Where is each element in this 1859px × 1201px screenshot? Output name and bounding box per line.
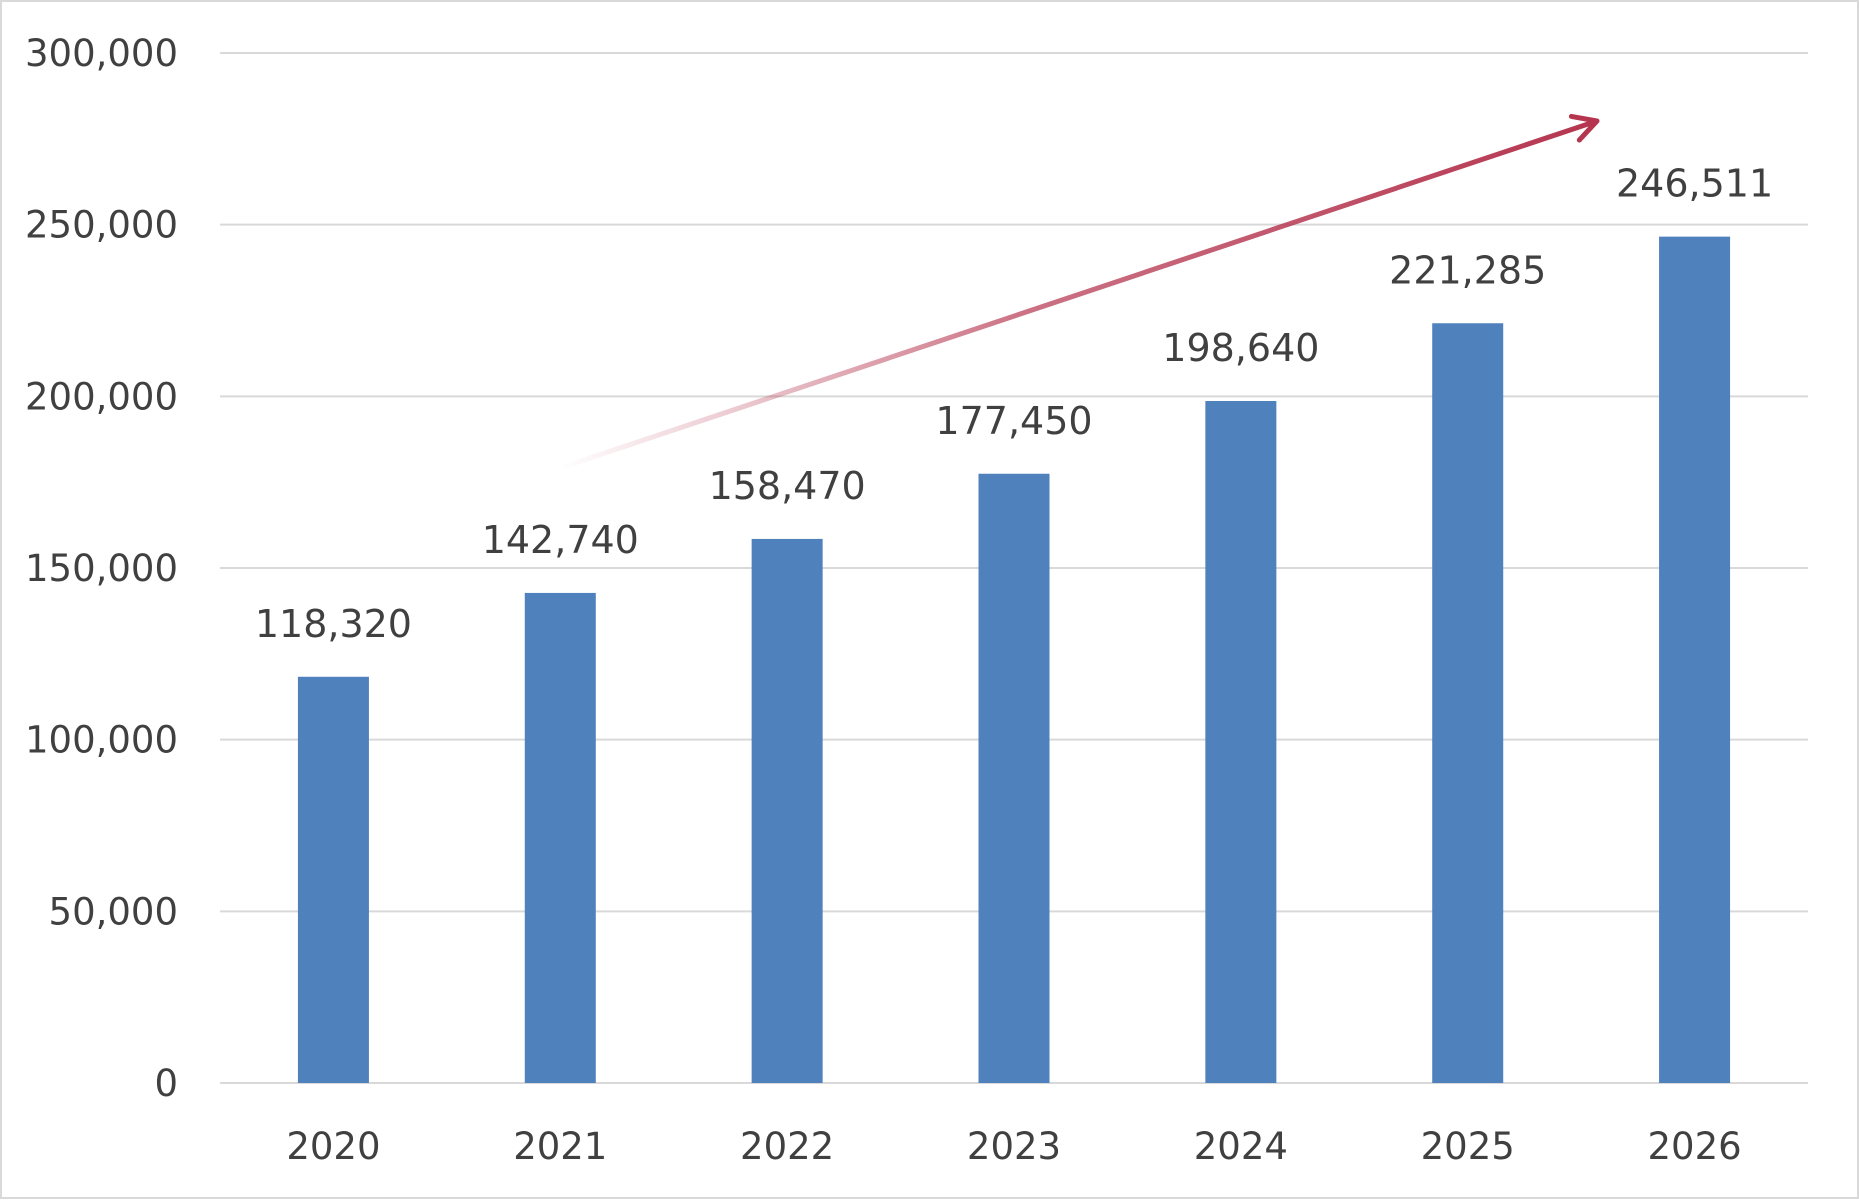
bar (751, 538, 823, 1083)
trend-arrow-head-icon (1568, 113, 1600, 143)
x-tick-label: 2026 (1647, 1125, 1741, 1168)
data-label: 177,450 (935, 399, 1092, 443)
bar (978, 473, 1050, 1083)
x-tick-label: 2023 (967, 1125, 1061, 1168)
y-tick-label: 300,000 (25, 32, 178, 75)
bar (1432, 323, 1504, 1083)
bar (524, 592, 596, 1083)
y-tick-label: 100,000 (25, 719, 178, 762)
x-tick-label: 2021 (513, 1125, 607, 1168)
trend-arrow-line (559, 118, 1598, 471)
data-label: 118,320 (255, 602, 412, 646)
data-label: 246,511 (1616, 162, 1773, 206)
y-tick-label: 150,000 (25, 547, 178, 590)
data-label: 142,740 (482, 518, 639, 562)
bar (1659, 236, 1731, 1083)
x-tick-label: 2024 (1194, 1125, 1288, 1168)
bar (297, 676, 369, 1083)
y-tick-label: 50,000 (49, 890, 178, 933)
bar (1205, 401, 1277, 1083)
y-tick-label: 200,000 (25, 375, 178, 418)
x-tick-label: 2020 (286, 1125, 380, 1168)
data-label: 158,470 (709, 464, 866, 508)
data-label: 221,285 (1389, 248, 1546, 292)
x-tick-label: 2022 (740, 1125, 834, 1168)
data-label: 198,640 (1162, 326, 1319, 370)
x-tick-label: 2025 (1421, 1125, 1515, 1168)
y-tick-label: 250,000 (25, 204, 178, 247)
y-tick-label: 0 (154, 1062, 178, 1105)
